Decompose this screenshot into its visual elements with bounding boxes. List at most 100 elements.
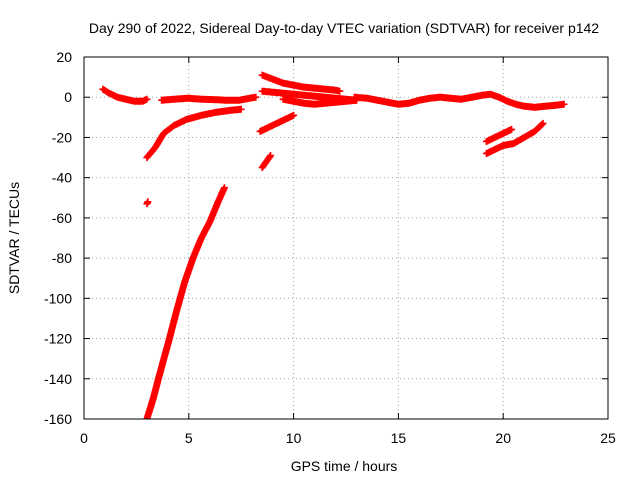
data-point: [502, 144, 505, 147]
data-point: [485, 140, 488, 143]
y-tick-label: 0: [64, 89, 72, 105]
data-point: [506, 100, 509, 103]
data-point: [493, 136, 497, 139]
data-point: [284, 118, 287, 121]
x-tick-label: 10: [286, 430, 302, 446]
data-point: [407, 102, 411, 105]
data-point: [497, 96, 501, 99]
data-point: [107, 92, 111, 95]
data-point: [344, 100, 348, 103]
data-point: [269, 154, 272, 157]
data-point: [240, 108, 243, 111]
series-arc-13: [482, 119, 547, 157]
y-tick-label: -120: [44, 331, 72, 347]
data-point: [271, 90, 274, 94]
data-point: [229, 109, 232, 112]
data-point: [292, 114, 295, 117]
data-point: [514, 103, 517, 106]
data-point: [200, 236, 203, 240]
data-point: [554, 104, 557, 107]
data-point: [146, 200, 150, 203]
data-point: [386, 101, 390, 104]
data-point: [185, 118, 188, 121]
data-point: [481, 94, 484, 97]
series-arc-1: [99, 85, 151, 105]
data-point: [449, 97, 452, 100]
data-point: [158, 373, 161, 376]
data-point: [533, 106, 536, 109]
data-point: [522, 136, 526, 139]
x-tick-label: 0: [80, 430, 88, 446]
data-point: [265, 160, 268, 163]
data-point: [292, 83, 295, 87]
data-marker-trace: [143, 184, 228, 419]
series-arc-8: [279, 95, 360, 108]
data-point: [376, 99, 379, 102]
data-point: [323, 96, 327, 99]
series-arc-2: [158, 93, 260, 104]
y-tick-label: -60: [52, 210, 72, 226]
data-point: [418, 99, 421, 102]
data-point: [397, 103, 400, 106]
data-point: [200, 114, 203, 117]
data-point: [172, 98, 176, 101]
data-point: [145, 98, 149, 101]
series-arc-5: [143, 184, 228, 419]
series-arc-12: [482, 125, 516, 145]
data-point: [191, 256, 195, 260]
data-point: [292, 93, 295, 96]
data-point: [141, 100, 144, 103]
data-point: [200, 98, 203, 101]
data-point: [460, 98, 463, 101]
x-tick-label: 20: [495, 430, 511, 446]
data-point: [145, 202, 149, 206]
data-point: [187, 97, 190, 100]
data-point: [562, 103, 566, 106]
data-point: [175, 311, 178, 314]
data-point: [260, 166, 264, 169]
series-arc-4: [143, 198, 152, 208]
data-point: [225, 99, 228, 102]
data-point: [151, 397, 155, 401]
x-axis-label: GPS time / hours: [291, 458, 398, 474]
data-point: [302, 94, 306, 97]
data-point: [543, 105, 547, 108]
data-point: [485, 152, 488, 155]
data-point: [154, 146, 157, 149]
x-tick-label: 25: [600, 430, 616, 446]
data-point: [334, 101, 337, 104]
series-arc-3: [143, 105, 245, 162]
x-tick-label: 5: [185, 430, 193, 446]
data-point: [281, 81, 285, 85]
data-point: [260, 89, 264, 93]
data-point: [522, 105, 526, 108]
series-arc-11: [350, 90, 568, 111]
data-points: [99, 71, 568, 419]
data-point: [116, 96, 119, 99]
data-point: [323, 102, 327, 105]
series-arc-6: [258, 71, 344, 95]
axis-ticks: 0 5 10 15 20 25 20 0 -20 -40 -60 -80 -100 -120 -140 -16…: [44, 49, 616, 446]
data-point: [237, 99, 241, 102]
data-point: [248, 97, 251, 100]
data-point: [172, 124, 176, 127]
data-point: [275, 122, 279, 125]
chart-title: Day 290 of 2022, Sidereal Day-to-day VTE…: [89, 20, 599, 36]
data-point: [428, 97, 432, 100]
data-point: [281, 92, 285, 95]
data-point: [502, 132, 505, 135]
data-point: [510, 128, 513, 131]
series-arc-10: [258, 152, 275, 172]
data-point: [439, 96, 442, 99]
y-axis-label: SDTVAR / TECUs: [6, 182, 22, 294]
y-tick-label: -100: [44, 290, 72, 306]
data-point: [302, 102, 306, 105]
data-point: [470, 96, 473, 99]
series-arc-9: [256, 111, 298, 135]
data-point: [133, 100, 136, 103]
data-point: [281, 98, 285, 101]
data-point: [160, 99, 163, 102]
y-tick-label: 20: [56, 49, 72, 65]
data-point: [533, 130, 536, 133]
x-tick-label: 15: [391, 430, 407, 446]
